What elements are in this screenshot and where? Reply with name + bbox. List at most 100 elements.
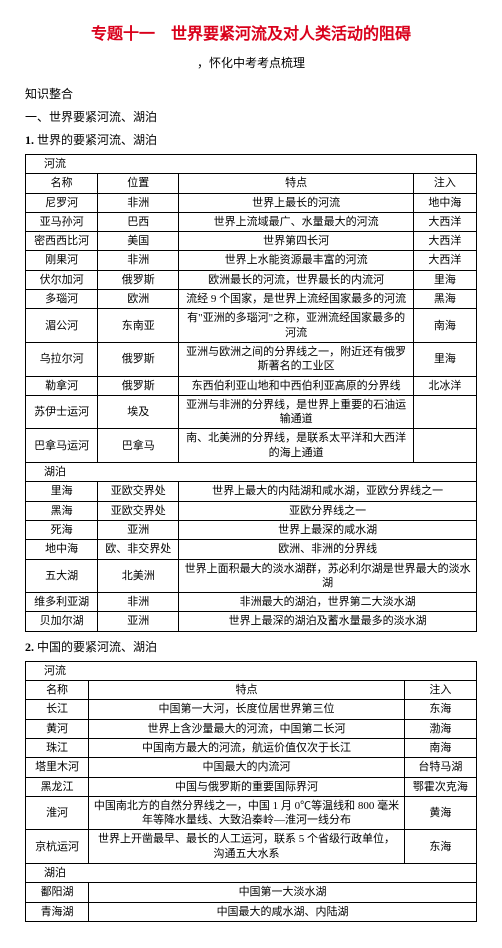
table-cell: 黄海 bbox=[404, 796, 476, 830]
table-row: 维多利亚湖非洲非洲最大的湖泊，世界第二大淡水湖 bbox=[26, 593, 477, 612]
table-cell: 渤海 bbox=[404, 719, 476, 738]
heading-list1: 1. 世界的要紧河流、湖泊 bbox=[25, 131, 477, 148]
table-cell bbox=[413, 429, 476, 463]
table-cell: 南、北美洲的分界线，是联系太平洋和大西洋的海上通道 bbox=[179, 429, 414, 463]
table-cell: 京杭运河 bbox=[26, 830, 89, 864]
table-cell: 东西伯利亚山地和中西伯利亚高原的分界线 bbox=[179, 376, 414, 395]
table-cell bbox=[413, 395, 476, 429]
table-col-header: 注入 bbox=[404, 681, 476, 700]
table-col-header: 名称 bbox=[26, 681, 89, 700]
table-section-header: 湖泊 bbox=[26, 463, 477, 482]
table-cell: 塔里木河 bbox=[26, 758, 89, 777]
table-cell: 欧洲 bbox=[98, 290, 179, 309]
table-section-header: 河流 bbox=[26, 155, 477, 174]
table-cell: 伏尔加河 bbox=[26, 270, 98, 289]
table-cell: 长江 bbox=[26, 700, 89, 719]
table-cell: 里海 bbox=[413, 342, 476, 376]
table-cell: 大西洋 bbox=[413, 251, 476, 270]
table-cell: 世界上最大的内陆湖和咸水湖，亚欧分界线之一 bbox=[179, 482, 477, 501]
page-subtitle: ，怀化中考考点梳理 bbox=[25, 54, 477, 71]
table-row: 苏伊士运河埃及亚洲与非洲的分界线，是世界上重要的石油运输通道 bbox=[26, 395, 477, 429]
table-row: 密西西比河美国世界第四长河大西洋 bbox=[26, 232, 477, 251]
table-row: 黑海亚欧交界处亚欧分界线之一 bbox=[26, 501, 477, 520]
table-cell: 大西洋 bbox=[413, 212, 476, 231]
table-cell: 贝加尔湖 bbox=[26, 612, 98, 631]
page-title: 专题十一 世界要紧河流及对人类活动的阻碍 bbox=[25, 20, 477, 44]
table-col-header: 特点 bbox=[179, 174, 414, 193]
table-row: 鄱阳湖中国第一大淡水湖 bbox=[26, 883, 477, 902]
table-cell: 亚洲与非洲的分界线，是世界上重要的石油运输通道 bbox=[179, 395, 414, 429]
table-cell: 中国与俄罗斯的重要国际界河 bbox=[89, 777, 405, 796]
table-row: 多瑙河欧洲流经 9 个国家，是世界上流经国家最多的河流黑海 bbox=[26, 290, 477, 309]
table-cell: 尼罗河 bbox=[26, 193, 98, 212]
table-cell: 非洲最大的湖泊，世界第二大淡水湖 bbox=[179, 593, 477, 612]
table-cell: 世界上最长的河流 bbox=[179, 193, 414, 212]
table-col-header: 特点 bbox=[89, 681, 405, 700]
table-row: 刚果河非洲世界上水能资源最丰富的河流大西洋 bbox=[26, 251, 477, 270]
table-cell: 世界第四长河 bbox=[179, 232, 414, 251]
table-row: 尼罗河非洲世界上最长的河流地中海 bbox=[26, 193, 477, 212]
table-cell: 非洲 bbox=[98, 251, 179, 270]
table-cell: 死海 bbox=[26, 520, 98, 539]
table-cell: 美国 bbox=[98, 232, 179, 251]
table-cell: 世界上含沙量最大的河流，中国第二长河 bbox=[89, 719, 405, 738]
table-world: 河流名称位置特点注入尼罗河非洲世界上最长的河流地中海亚马孙河巴西世界上流域最广、… bbox=[25, 154, 477, 632]
table-cell: 俄罗斯 bbox=[98, 270, 179, 289]
table-col-header: 名称 bbox=[26, 174, 98, 193]
table-col-header: 位置 bbox=[98, 174, 179, 193]
table-cell: 地中海 bbox=[26, 540, 98, 559]
table-cell: 淮河 bbox=[26, 796, 89, 830]
table-row: 黑龙江中国与俄罗斯的重要国际界河鄂霍次克海 bbox=[26, 777, 477, 796]
table-cell: 湄公河 bbox=[26, 309, 98, 343]
table-cell: 黑海 bbox=[413, 290, 476, 309]
table-cell: 维多利亚湖 bbox=[26, 593, 98, 612]
table-cell: 世界上开凿最早、最长的人工运河，联系 5 个省级行政单位，沟通五大水系 bbox=[89, 830, 405, 864]
table-cell: 黑龙江 bbox=[26, 777, 89, 796]
table-cell: 俄罗斯 bbox=[98, 342, 179, 376]
table-cell: 中国南北方的自然分界线之一，中国 1 月 0℃等温线和 800 毫米年等降水量线… bbox=[89, 796, 405, 830]
table-row: 长江中国第一大河，长度位居世界第三位东海 bbox=[26, 700, 477, 719]
list2-prefix: 2. bbox=[25, 640, 34, 654]
table-row: 地中海欧、非交界处欧洲、非洲的分界线 bbox=[26, 540, 477, 559]
table-row: 黄河世界上含沙量最大的河流，中国第二长河渤海 bbox=[26, 719, 477, 738]
table-cell: 中国最大的内流河 bbox=[89, 758, 405, 777]
table-cell: 北美洲 bbox=[98, 559, 179, 593]
table-cell: 中国第一大淡水湖 bbox=[89, 883, 477, 902]
table-cell: 欧、非交界处 bbox=[98, 540, 179, 559]
table-cell: 密西西比河 bbox=[26, 232, 98, 251]
table-cell: 欧洲、非洲的分界线 bbox=[179, 540, 477, 559]
table-row: 贝加尔湖亚洲世界上最深的湖泊及蓄水量最多的淡水湖 bbox=[26, 612, 477, 631]
table-cell: 台特马湖 bbox=[404, 758, 476, 777]
table-cell: 世界上最深的湖泊及蓄水量最多的淡水湖 bbox=[179, 612, 477, 631]
table-cell: 俄罗斯 bbox=[98, 376, 179, 395]
table-cell: 乌拉尔河 bbox=[26, 342, 98, 376]
table-section-header: 湖泊 bbox=[26, 863, 477, 882]
table-row: 乌拉尔河俄罗斯亚洲与欧洲之间的分界线之一，附近还有俄罗斯著名的工业区里海 bbox=[26, 342, 477, 376]
table-cell: 鄂霍次克海 bbox=[404, 777, 476, 796]
table-cell: 多瑙河 bbox=[26, 290, 98, 309]
list2-text: 中国的要紧河流、湖泊 bbox=[37, 640, 157, 654]
table-cell: 东海 bbox=[404, 830, 476, 864]
table-row: 淮河中国南北方的自然分界线之一，中国 1 月 0℃等温线和 800 毫米年等降水… bbox=[26, 796, 477, 830]
table-cell: 珠江 bbox=[26, 738, 89, 757]
table-cell: 亚欧分界线之一 bbox=[179, 501, 477, 520]
table-china: 河流名称特点注入长江中国第一大河，长度位居世界第三位东海黄河世界上含沙量最大的河… bbox=[25, 661, 477, 922]
table-cell: 亚马孙河 bbox=[26, 212, 98, 231]
table-cell: 亚洲 bbox=[98, 520, 179, 539]
table-cell: 苏伊士运河 bbox=[26, 395, 98, 429]
table-cell: 黄河 bbox=[26, 719, 89, 738]
table-row: 珠江中国南方最大的河流，航运价值仅次于长江南海 bbox=[26, 738, 477, 757]
table-cell: 世界上水能资源最丰富的河流 bbox=[179, 251, 414, 270]
table-cell: 巴西 bbox=[98, 212, 179, 231]
table-cell: 欧洲最长的河流，世界最长的内流河 bbox=[179, 270, 414, 289]
table-row: 亚马孙河巴西世界上流域最广、水量最大的河流大西洋 bbox=[26, 212, 477, 231]
table-cell: 亚洲 bbox=[98, 612, 179, 631]
table-cell: 青海湖 bbox=[26, 902, 89, 921]
table-cell: 中国最大的咸水湖、内陆湖 bbox=[89, 902, 477, 921]
list1-text: 世界的要紧河流、湖泊 bbox=[37, 133, 157, 147]
heading-section1: 一、世界要紧河流、湖泊 bbox=[25, 108, 477, 125]
table-cell: 中国南方最大的河流，航运价值仅次于长江 bbox=[89, 738, 405, 757]
table-cell: 非洲 bbox=[98, 593, 179, 612]
table-cell: 勒拿河 bbox=[26, 376, 98, 395]
heading-list2: 2. 中国的要紧河流、湖泊 bbox=[25, 638, 477, 655]
